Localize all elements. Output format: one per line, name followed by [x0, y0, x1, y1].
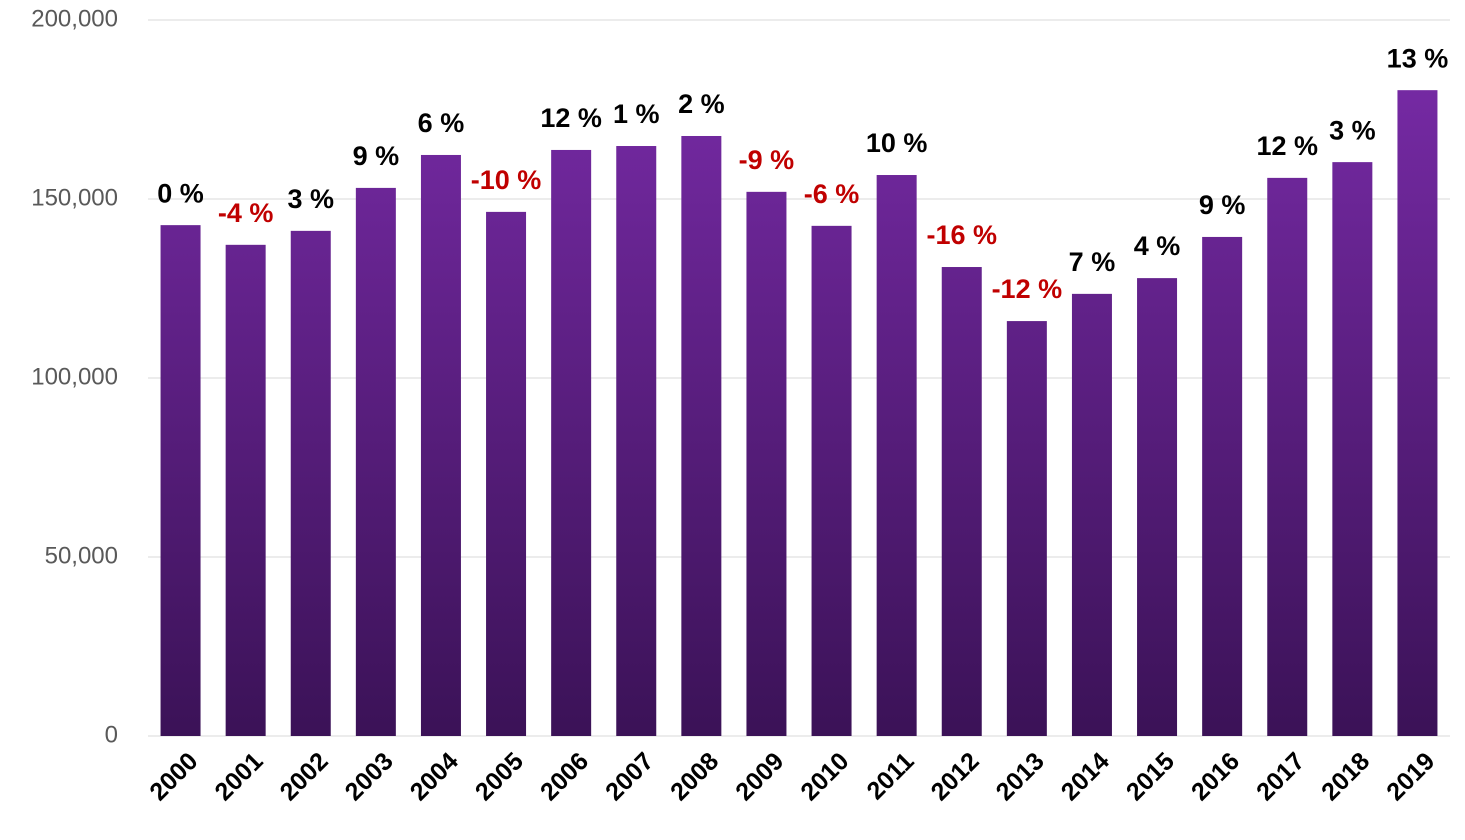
data-label: 12 % [1256, 131, 1318, 161]
data-label: 3 % [287, 184, 334, 214]
x-tick-label: 2019 [1381, 747, 1440, 806]
data-label: -16 % [926, 220, 997, 250]
bar [1267, 177, 1308, 737]
bar [355, 187, 396, 737]
data-label: 6 % [418, 108, 465, 138]
bar [1137, 278, 1178, 736]
y-tick-label: 0 [105, 721, 118, 748]
x-tick-label: 2016 [1186, 747, 1245, 806]
bar [1071, 293, 1112, 736]
data-label: 12 % [540, 103, 602, 133]
y-tick-label: 150,000 [31, 184, 118, 211]
y-tick-label: 50,000 [45, 542, 118, 569]
x-tick-label: 2014 [1056, 747, 1115, 806]
x-tick-label: 2013 [991, 747, 1050, 806]
x-tick-label: 2004 [405, 747, 464, 806]
bar [746, 191, 787, 737]
data-label: -10 % [471, 165, 542, 195]
data-label: 7 % [1069, 247, 1116, 277]
y-tick-label: 100,000 [31, 363, 118, 390]
data-label: -9 % [739, 145, 795, 175]
bar [616, 146, 657, 737]
data-label: -4 % [218, 198, 274, 228]
bar [811, 225, 852, 736]
x-tick-label: 2000 [144, 747, 203, 806]
data-label: 10 % [866, 128, 928, 158]
data-label: 0 % [157, 178, 204, 208]
bar [1397, 90, 1438, 737]
x-tick-label: 2003 [340, 747, 399, 806]
x-tick-label: 2012 [926, 747, 985, 806]
x-tick-label: 2009 [730, 747, 789, 806]
bar [160, 225, 201, 736]
data-label: 1 % [613, 99, 660, 129]
x-tick-label: 2005 [470, 747, 529, 806]
x-tick-label: 2017 [1251, 747, 1310, 806]
bar [941, 267, 982, 736]
data-label: 4 % [1134, 231, 1181, 261]
bar [225, 244, 266, 736]
bar [551, 149, 592, 737]
x-tick-label: 2002 [275, 747, 334, 806]
x-tick-label: 2018 [1316, 747, 1375, 806]
x-tick-label: 2007 [600, 747, 659, 806]
x-tick-label: 2010 [795, 747, 854, 806]
x-tick-label: 2015 [1121, 747, 1180, 806]
bar [1332, 162, 1373, 737]
bar [420, 154, 461, 736]
y-tick-label: 200,000 [31, 5, 118, 32]
x-tick-label: 2006 [535, 747, 594, 806]
data-label: 13 % [1387, 43, 1449, 73]
x-tick-label: 2001 [209, 747, 268, 806]
data-label: 2 % [678, 89, 725, 119]
x-tick-label: 2011 [861, 747, 919, 805]
bar [1202, 236, 1243, 736]
x-tick-label: 2008 [665, 747, 724, 806]
data-label: -12 % [992, 274, 1063, 304]
bar [486, 211, 527, 736]
data-label: 3 % [1329, 115, 1376, 145]
bar [1006, 321, 1047, 736]
bar [290, 230, 331, 736]
data-label: 9 % [353, 141, 400, 171]
data-label: -6 % [804, 179, 860, 209]
bar [876, 175, 917, 736]
data-label: 9 % [1199, 190, 1246, 220]
bar [681, 135, 722, 736]
